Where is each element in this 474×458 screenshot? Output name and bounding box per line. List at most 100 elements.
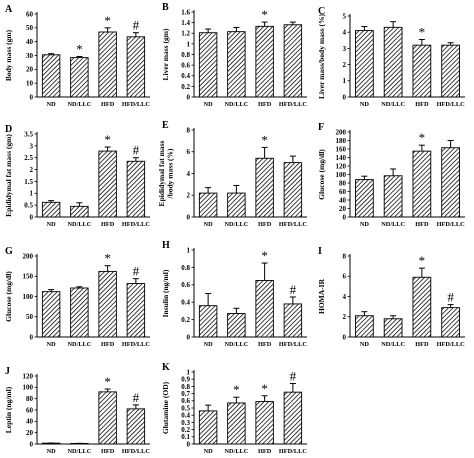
bar-hfd [255, 401, 274, 445]
bar-nd-llc [383, 26, 403, 98]
y-tick-label: 4 [343, 293, 347, 301]
y-tick-label: 1.4 [181, 19, 190, 27]
panel-letter: D [5, 124, 12, 135]
x-tick-label: HFD [415, 101, 429, 108]
y-tick-label: 2 [343, 61, 347, 69]
y-axis-label: Glucose (mg/dl) [317, 149, 326, 200]
x-tick-label: HFD/LLC [437, 221, 465, 228]
y-tick-label: 120 [23, 372, 34, 380]
x-tick-label: HFD/LLC [122, 221, 150, 228]
panel-letter: I [318, 246, 322, 257]
y-axis-label: /body mass (%) [166, 148, 175, 200]
x-tick-label: HFD [101, 101, 115, 108]
y-tick-label: 0.5 [181, 404, 190, 412]
bar-nd [41, 54, 61, 98]
x-tick-label: ND/LLC [67, 448, 91, 455]
x-tick-label: HFD/LLC [437, 101, 465, 108]
bar-hfd-llc [126, 408, 146, 445]
y-tick-label: 3.5 [24, 130, 33, 138]
bar-hfd-llc [283, 391, 303, 445]
y-tick-label: 160 [336, 145, 347, 153]
x-tick-label: ND [204, 448, 214, 455]
y-axis-label: Epididymal fat mass (gm) [4, 134, 13, 217]
y-tick-label: 0 [30, 440, 34, 448]
y-tick-label: 10 [26, 80, 34, 88]
panel-b: B 0 0.2 0.4 0.6 0.8 1 1.2 1.4 1.6 Liver mass (gm) N… [161, 2, 307, 108]
x-tick-label: ND/LLC [224, 221, 248, 228]
bar-nd-llc [70, 57, 89, 98]
significance-hash: # [133, 390, 140, 405]
y-tick-label: 40 [26, 38, 34, 46]
x-tick-label: HFD/LLC [279, 221, 307, 228]
y-tick-label: 100 [336, 171, 347, 179]
x-tick-label: ND/LLC [67, 101, 91, 108]
bar-nd [355, 315, 374, 338]
y-tick-label: 0 [30, 333, 34, 341]
x-tick-label: HFD [258, 448, 272, 455]
y-tick-label: 140 [336, 154, 347, 162]
y-axis-label: Glucose (mg/dl) [4, 271, 13, 322]
panel-letter: E [162, 120, 169, 131]
bar-nd [41, 201, 61, 218]
y-tick-label: 0.8 [181, 51, 190, 59]
y-tick-label: 0.2 [181, 426, 190, 434]
y-tick-label: 20 [26, 66, 34, 74]
y-tick-label: 200 [336, 128, 347, 136]
panel-letter: G [5, 246, 13, 257]
bar-hfd-llc [126, 160, 146, 218]
x-tick-label: ND [204, 101, 214, 108]
bar-nd-llc [227, 402, 246, 445]
x-tick-label: ND [360, 101, 370, 108]
bar-nd-llc [383, 175, 403, 218]
y-tick-label: 1 [187, 246, 191, 254]
y-tick-label: 8 [187, 126, 191, 134]
bar-nd-llc [227, 313, 246, 338]
x-tick-label: HFD [101, 341, 115, 348]
y-tick-label: 0.9 [181, 376, 190, 384]
x-tick-label: ND/LLC [67, 341, 91, 348]
panel-h: H 0 0.2 0.4 0.6 0.8 1 Insulin (ng/ml) ND ND/LLC * H… [161, 240, 307, 348]
y-tick-label: 1.6 [181, 8, 190, 16]
bar-nd-llc [70, 205, 89, 218]
y-tick-label: 0 [187, 93, 191, 101]
x-tick-label: ND [47, 221, 57, 228]
significance-hash: # [133, 264, 140, 279]
y-tick-label: 30 [26, 52, 34, 60]
significance-hash: # [290, 282, 297, 297]
y-tick-label: 1.5 [24, 178, 33, 186]
x-tick-label: HFD [258, 101, 272, 108]
x-tick-label: HFD [101, 221, 115, 228]
x-tick-label: ND [204, 221, 214, 228]
y-tick-label: 6 [187, 148, 191, 156]
bar-hfd [255, 280, 274, 338]
x-tick-label: HFD [258, 341, 272, 348]
bar-hfd [255, 25, 274, 98]
panel-i: I 0 2 4 6 8 HOMA-IR ND ND/LLC * HFD # HFD/LLC [317, 246, 465, 348]
significance-star: * [104, 374, 111, 389]
y-tick-label: 0.6 [181, 62, 190, 70]
y-tick-label: 8 [343, 252, 347, 260]
significance-star: * [104, 132, 111, 147]
bar-hfd-llc [441, 44, 460, 98]
bar-hfd-llc [441, 147, 460, 218]
x-tick-label: ND [47, 101, 57, 108]
x-tick-label: HFD/LLC [122, 101, 150, 108]
y-tick-label: 100 [23, 293, 34, 301]
panel-k: K 00.10.20.30.40.50.60.70.80.91 Glutamine … [161, 362, 307, 455]
y-tick-label: 0.2 [181, 316, 190, 324]
bar-nd [198, 410, 218, 445]
y-tick-label: 1 [30, 190, 34, 198]
bar-nd-llc [383, 318, 403, 338]
bar-hfd [412, 150, 432, 218]
significance-star: * [76, 41, 83, 56]
y-tick-label: 50 [26, 24, 34, 32]
panel-letter: H [162, 240, 170, 251]
y-tick-label: 0.8 [181, 383, 190, 391]
y-tick-label: 4 [343, 29, 347, 37]
y-axis-label: Body mass (gm) [4, 29, 13, 81]
panel-a: A 0 10 20 30 40 50 60 Body mass (gm) ND * ND/LLC * HF… [4, 4, 150, 108]
bar-nd [355, 179, 374, 218]
bar-hfd-llc [283, 303, 303, 338]
